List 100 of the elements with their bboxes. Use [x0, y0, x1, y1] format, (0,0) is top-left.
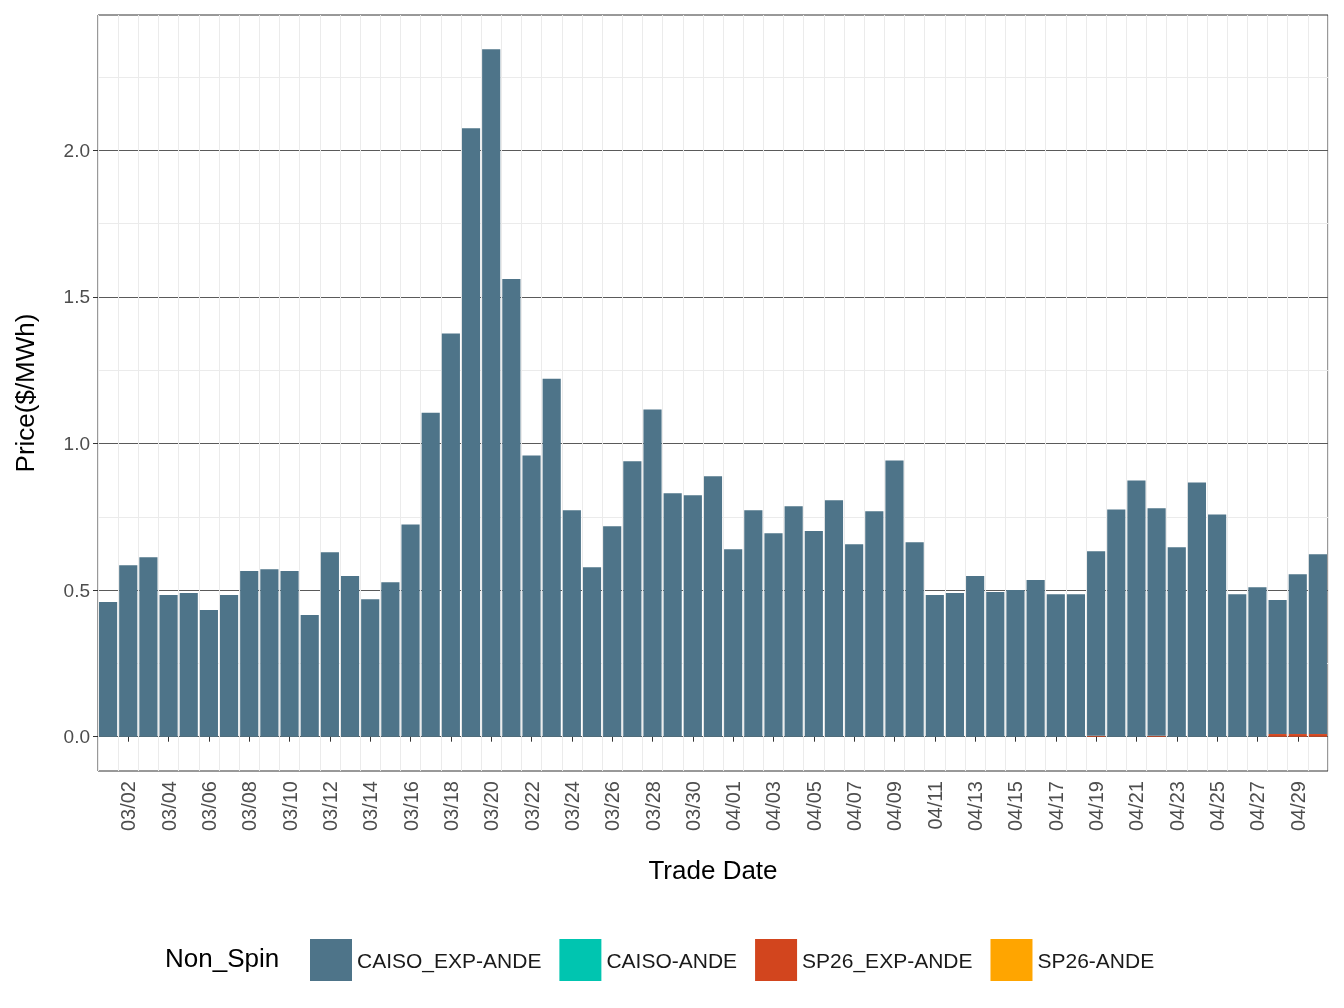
x-tick-label: 04/29 [1286, 781, 1309, 832]
bar [1066, 594, 1086, 737]
x-tick-label: 04/19 [1085, 781, 1108, 832]
bar [99, 602, 118, 737]
bar [845, 544, 864, 737]
bar [1087, 551, 1106, 736]
x-tick-label: 04/25 [1206, 781, 1229, 832]
x-tick-label: 04/01 [722, 781, 745, 832]
bar [703, 476, 723, 737]
x-tick-label: 03/06 [197, 781, 220, 832]
bar [1248, 587, 1267, 737]
x-tick-label: 04/03 [762, 781, 785, 832]
bar [1187, 482, 1207, 737]
bar [986, 592, 1005, 737]
x-axis-title: Trade Date [648, 855, 778, 885]
bar [966, 575, 985, 737]
y-tick-label: 1.0 [63, 432, 90, 454]
x-tick-label: 03/12 [318, 781, 341, 832]
x-tick-label: 04/17 [1044, 781, 1067, 832]
bar [1308, 734, 1327, 737]
bar [441, 333, 460, 737]
bar [179, 593, 198, 737]
x-tick-label: 04/27 [1246, 781, 1269, 832]
bar [1127, 480, 1146, 737]
bar [461, 128, 481, 737]
bar [1288, 734, 1307, 737]
bar [925, 595, 944, 737]
bar [1308, 554, 1327, 735]
legend-label: CAISO-ANDE [606, 948, 738, 972]
legend-label: SP26_EXP-ANDE [802, 948, 973, 973]
bar [1147, 508, 1166, 736]
y-tick-label: 2.0 [63, 139, 90, 161]
x-tick-label: 03/30 [681, 781, 704, 832]
bar [522, 455, 541, 737]
x-tick-label: 03/28 [641, 781, 664, 832]
bar [744, 510, 763, 737]
bar [1268, 600, 1287, 735]
x-tick-label: 03/04 [157, 781, 180, 832]
bar [683, 495, 702, 737]
x-tick-label: 03/02 [117, 781, 140, 832]
x-tick-label: 03/26 [601, 781, 624, 832]
x-tick-label: 04/05 [802, 781, 825, 832]
bar [1268, 734, 1287, 737]
y-tick-label: 0.0 [63, 726, 90, 748]
bar [603, 526, 622, 737]
bar [623, 461, 642, 737]
bar [300, 614, 319, 737]
bar [1208, 514, 1227, 737]
legend-title: Non_Spin [165, 943, 280, 973]
legend-label: CAISO_EXP-ANDE [357, 948, 542, 973]
bar [784, 506, 803, 737]
bar [1026, 580, 1045, 737]
bar [1228, 594, 1247, 737]
x-tick-label: 04/09 [883, 781, 906, 832]
bar [562, 510, 581, 737]
bar [824, 500, 844, 737]
bar [320, 552, 339, 737]
bar [542, 378, 561, 737]
x-tick-label: 03/16 [399, 781, 422, 832]
bar [905, 542, 924, 737]
bar [240, 571, 259, 737]
x-tick-label: 04/07 [843, 781, 866, 832]
bar [119, 565, 138, 737]
bar [1107, 509, 1126, 737]
bar [340, 575, 360, 737]
bar [361, 599, 380, 737]
x-tick-label: 04/13 [964, 781, 987, 832]
bar [280, 571, 299, 737]
x-tick-label: 03/24 [560, 781, 583, 832]
bar [199, 610, 218, 737]
x-tick-label: 03/18 [439, 781, 462, 832]
bar [381, 582, 400, 737]
x-tick-label: 04/11 [923, 781, 946, 830]
bar [482, 49, 501, 737]
bar [1006, 590, 1025, 737]
bar [159, 595, 178, 737]
bar [663, 493, 682, 737]
bar [865, 511, 884, 737]
bar [421, 412, 440, 737]
y-tick-label: 1.5 [63, 286, 90, 308]
bar [219, 595, 239, 737]
bar [1167, 547, 1186, 737]
bar [804, 531, 823, 737]
x-tick-label: 04/15 [1004, 781, 1027, 832]
x-tick-label: 03/20 [480, 781, 503, 832]
bar [1046, 594, 1065, 737]
legend-label: SP26-ANDE [1037, 948, 1155, 972]
bar [260, 569, 279, 737]
x-tick-label: 03/10 [278, 781, 301, 832]
bar [582, 567, 602, 737]
bar [724, 549, 743, 737]
x-tick-label: 03/14 [359, 781, 382, 832]
y-axis-title: Price($/MWh) [10, 313, 40, 473]
bar [643, 409, 662, 737]
bar [885, 460, 904, 737]
bar [502, 278, 521, 737]
bar [764, 533, 783, 737]
x-tick-label: 03/08 [238, 781, 261, 832]
x-tick-label: 04/23 [1165, 781, 1188, 832]
bar [139, 557, 158, 737]
